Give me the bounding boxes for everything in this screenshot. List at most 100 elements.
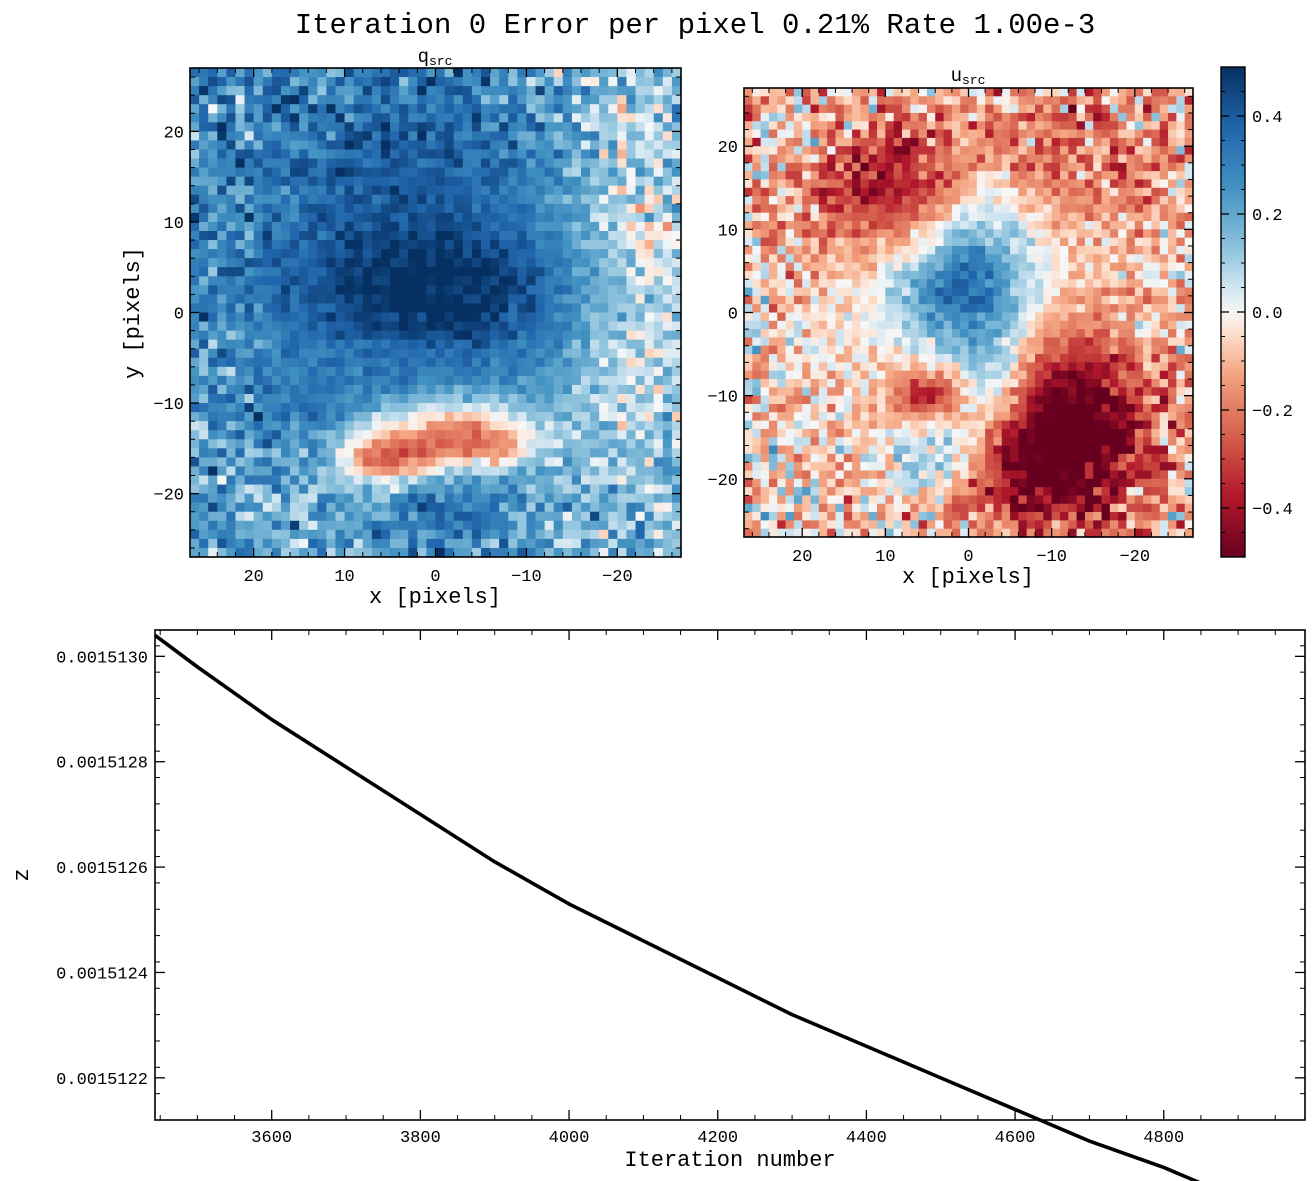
- heatmap-cell: [1068, 345, 1078, 355]
- heatmap-cell: [1035, 196, 1044, 205]
- heatmap-cell: [626, 95, 637, 105]
- heatmap-cell: [490, 231, 500, 241]
- heatmap-cell: [517, 421, 528, 431]
- heatmap-cell: [943, 96, 953, 106]
- heatmap-cell: [777, 204, 787, 214]
- heatmap-cell: [993, 221, 1003, 230]
- heatmap-cell: [271, 140, 282, 151]
- heatmap-cell: [893, 187, 903, 197]
- heatmap-cell: [208, 149, 218, 160]
- heatmap-cell: [662, 439, 673, 449]
- heatmap-cell: [553, 240, 564, 250]
- heatmap-cell: [444, 140, 455, 151]
- heatmap-cell: [843, 362, 853, 372]
- heatmap-cell: [380, 384, 391, 395]
- heatmap-cell: [608, 547, 618, 558]
- heatmap-cell: [262, 366, 273, 377]
- heatmap-cell: [280, 439, 291, 449]
- heatmap-cell: [199, 330, 209, 341]
- heatmap-cell: [362, 303, 373, 314]
- heatmap-cell: [744, 162, 753, 172]
- heatmap-cell: [827, 362, 837, 372]
- heatmap-cell: [901, 320, 911, 330]
- heatmap-cell: [926, 112, 936, 122]
- heatmap-cell: [885, 129, 895, 139]
- heatmap-cell: [253, 194, 264, 205]
- heatmap-cell: [335, 421, 346, 431]
- heatmap-cell: [244, 68, 255, 78]
- heatmap-cell: [926, 229, 936, 239]
- heatmap-cell: [793, 362, 803, 372]
- heatmap-cell: [253, 258, 264, 268]
- heatmap-cell: [271, 511, 282, 522]
- heatmap-cell: [599, 303, 609, 314]
- heatmap-cell: [471, 185, 482, 196]
- heatmap-cell: [985, 179, 995, 189]
- heatmap-cell: [810, 204, 820, 214]
- heatmap-cell: [480, 203, 491, 214]
- heatmap-cell: [244, 394, 255, 404]
- heatmap-cell: [471, 366, 482, 377]
- heatmap-cell: [580, 203, 591, 214]
- heatmap-cell: [590, 439, 600, 449]
- heatmap-cell: [644, 167, 655, 178]
- heatmap-cell: [860, 320, 870, 330]
- heatmap-cell: [893, 379, 903, 388]
- heatmap-cell: [271, 357, 282, 368]
- heatmap-cell: [490, 430, 500, 440]
- heatmap-cell: [371, 203, 382, 214]
- heatmap-cell: [1159, 196, 1169, 205]
- heatmap-cell: [608, 104, 618, 114]
- heatmap-cell: [344, 303, 355, 314]
- heatmap-cell: [371, 258, 382, 268]
- heatmap-cell: [244, 493, 255, 504]
- heatmap-cell: [580, 221, 591, 232]
- heatmap-cell: [344, 113, 355, 123]
- heatmap-cell: [1126, 304, 1136, 314]
- heatmap-cell: [426, 149, 437, 160]
- heatmap-cell: [918, 88, 928, 97]
- heatmap-cell: [768, 96, 778, 106]
- heatmap-cell: [893, 121, 903, 131]
- heatmap-cell: [553, 122, 564, 132]
- heatmap-cell: [544, 294, 555, 305]
- heatmap-cell: [380, 511, 391, 522]
- heatmap-cell: [371, 167, 382, 178]
- heatmap-cell: [860, 354, 870, 363]
- heatmap-cell: [580, 430, 591, 440]
- heatmap-cell: [399, 502, 409, 513]
- heatmap-cell: [544, 86, 555, 96]
- heatmap-cell: [860, 112, 870, 122]
- heatmap-cell: [226, 520, 237, 531]
- heatmap-cell: [818, 345, 828, 355]
- heatmap-cell: [910, 112, 920, 122]
- heatmap-cell: [768, 387, 778, 397]
- heatmap-cell: [752, 121, 762, 131]
- heatmap-cell: [608, 68, 618, 78]
- heatmap-cell: [976, 212, 986, 222]
- heatmap-cell: [901, 88, 911, 97]
- heatmap-cell: [199, 149, 209, 160]
- heatmap-cell: [508, 249, 518, 259]
- heatmap-cell: [235, 194, 246, 205]
- heatmap-cell: [253, 312, 264, 323]
- heatmap-cell: [190, 466, 200, 477]
- heatmap-cell: [517, 439, 528, 449]
- heatmap-cell: [271, 403, 282, 413]
- heatmap-cell: [535, 221, 546, 232]
- heatmap-cell: [1184, 379, 1194, 388]
- heatmap-cell: [1093, 270, 1103, 280]
- heatmap-cell: [399, 529, 409, 540]
- heatmap-cell: [835, 254, 845, 264]
- heatmap-cell: [290, 466, 300, 477]
- heatmap-cell: [1143, 337, 1153, 347]
- heatmap-cell: [1109, 329, 1119, 339]
- heatmap-cell: [480, 294, 491, 305]
- heatmap-cell: [417, 212, 427, 223]
- heatmap-cell: [960, 162, 970, 172]
- heatmap-cell: [344, 384, 355, 395]
- heatmap-cell: [1109, 320, 1119, 330]
- heatmap-cell: [1176, 262, 1186, 272]
- heatmap-cell: [818, 287, 828, 297]
- heatmap-cell: [335, 448, 346, 458]
